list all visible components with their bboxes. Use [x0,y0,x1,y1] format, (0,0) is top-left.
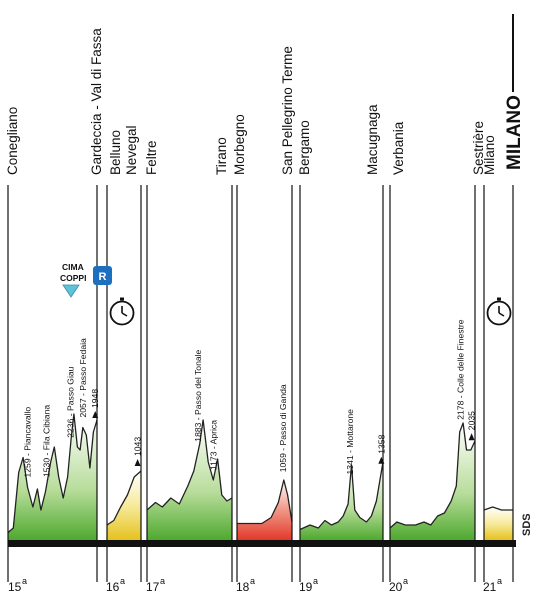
stage-number: 20 [389,580,403,594]
baseline-bar [8,540,516,547]
triangle-down-icon [62,284,80,298]
climb-label: 1341 - Mottarone [345,409,355,475]
town-label: Conegliano [5,107,20,175]
town-label: Morbegno [232,114,247,175]
town-label: Belluno [108,130,123,175]
rest-day-label: R [99,271,107,283]
profile-fills [8,414,513,540]
stage-number-suffix: a [403,576,408,586]
town-label: Gardeccia - Val di Fassa [89,28,104,175]
stage-number: 21 [483,580,497,594]
stage-number-suffix: a [250,576,255,586]
stage-17-profile-line [146,419,233,511]
climb-label: 1173 - Aprica [208,420,218,470]
climb-label: 2035 [467,411,477,430]
summit-finish-arrow [92,411,99,418]
stage-16-profile-line [106,470,142,526]
stage-15-profile-fill [8,414,97,540]
summit-finish-arrow [468,433,475,441]
stage-numbers: 15 a 16 a 17 a 18 a 19 a 20 a 21 a [8,576,502,594]
stage-18-profile-fill [237,480,292,540]
town-label: San Pellegrino Terme [280,46,295,175]
stage-number: 16 [106,580,120,594]
stage-number: 19 [299,580,313,594]
stage-16-profile-fill [107,471,141,540]
stage-21-profile-fill [484,507,513,540]
town-label: Tirano [214,137,229,175]
stage-20-profile-fill [390,423,475,540]
town-label: Verbania [391,121,406,175]
stage-21-profile-line [483,506,513,511]
stage-number-suffix: a [497,576,502,586]
climb-label: 1530 - Fila Cibiana [41,405,51,477]
climb-label: 1043 [133,437,143,456]
climb-label: 1358 [376,434,386,453]
stage-15-profile-line [7,413,98,533]
town-label: Feltre [144,140,159,175]
climb-label: 1059 - Passo di Ganda [278,384,288,472]
climb-label: 2178 - Colle delle Finestre [456,319,466,420]
stage-number: 18 [236,580,250,594]
town-label: Nevegal [124,125,139,175]
cima-coppi-marker: CIMA COPPI [60,262,86,298]
climb-label: 1259 - Piancavallo [23,407,33,478]
stage-20-profile-line [389,422,476,529]
climb-label: 2057 - Passo Fedaia [78,338,88,418]
stopwatch-icon [486,297,512,326]
stage-17-profile-fill [147,420,232,540]
climb-label: 1948 [90,389,100,408]
town-label: Macugnaga [365,104,380,175]
climb-label: 1883 - Passo del Tonale [193,349,203,441]
stage-separators [7,185,514,582]
sds-watermark: SDS [521,513,533,536]
summit-finish-arrow [378,456,385,464]
stage-number-suffix: a [160,576,165,586]
town-labels: Conegliano Gardeccia - Val di Fassa Bellun… [5,28,497,175]
stage-number: 15 [8,580,22,594]
stage-number: 17 [146,580,160,594]
summit-finish-arrow [134,459,141,466]
profile-lines [7,413,513,533]
stage-18-profile-line [237,479,293,525]
stage-number-suffix: a [313,576,318,586]
stage-19-profile-line [299,461,384,531]
final-destination: MILANO [504,95,525,170]
cima-coppi-line1: CIMA [62,262,84,272]
stage-number-suffix: a [22,576,27,586]
rest-day-badge: R [93,266,112,285]
stage-19-profile-fill [300,462,383,540]
cima-coppi-line2: COPPI [60,273,86,283]
stopwatch-icon [109,297,135,326]
climb-labels: 1259 - Piancavallo 1530 - Fila Cibiana 223… [23,319,477,477]
town-label: Bergamo [297,120,312,175]
stage-number-suffix: a [120,576,125,586]
climb-label: 2236 - Passo Giau [65,366,75,437]
town-label: Milano [482,135,497,175]
town-label: Sestrière [471,121,486,175]
